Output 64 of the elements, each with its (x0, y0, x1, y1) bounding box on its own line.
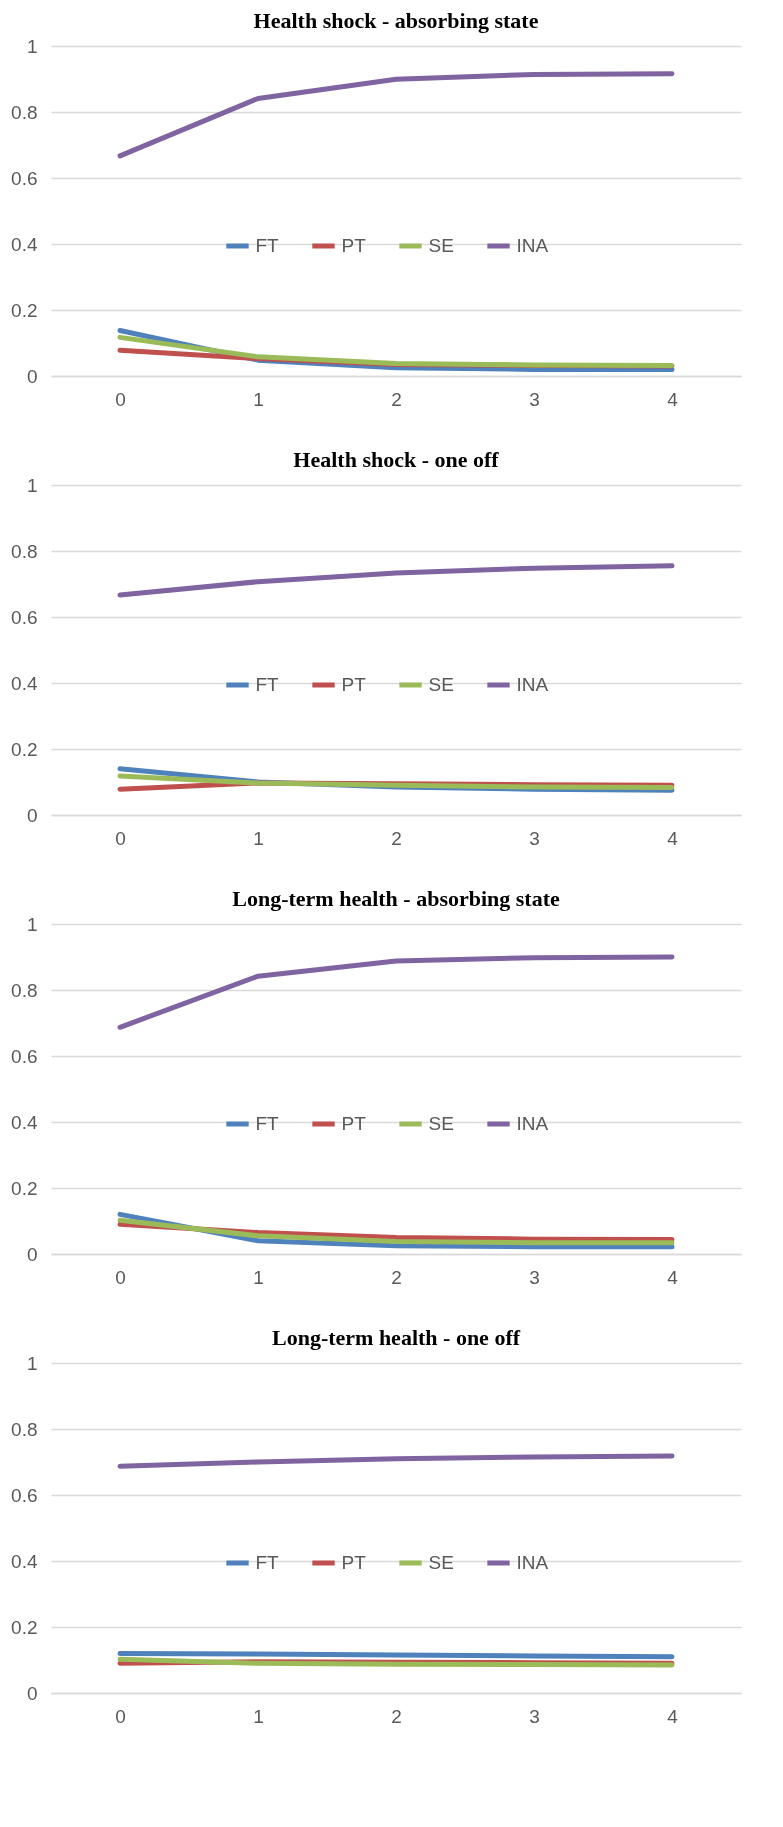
y-tick-label: 0.4 (11, 1111, 38, 1133)
x-tick-label: 2 (391, 1705, 402, 1727)
legend-label: PT (341, 235, 367, 256)
y-tick-label: 1 (26, 913, 38, 935)
x-tick-label: 1 (253, 827, 264, 849)
x-tick-label: 2 (391, 1266, 402, 1288)
y-tick-label: 0.4 (11, 672, 38, 694)
x-tick-label: 3 (529, 388, 540, 410)
legend-label: SE (428, 235, 454, 256)
y-tick-label: 0 (26, 804, 38, 826)
x-tick-label: 4 (667, 388, 679, 410)
x-tick-label: 4 (667, 827, 679, 849)
legend-label: SE (428, 1552, 454, 1573)
y-tick-label: 1 (26, 35, 38, 57)
y-tick-label: 0.6 (11, 606, 38, 628)
y-tick-label: 0 (26, 1682, 38, 1704)
legend-label: PT (341, 674, 367, 695)
x-tick-label: 3 (529, 1705, 540, 1727)
legend-label: FT (255, 674, 280, 695)
x-tick-label: 2 (391, 827, 402, 849)
y-tick-label: 0.4 (11, 1550, 38, 1572)
y-tick-label: 0.6 (11, 167, 38, 189)
legend-label: FT (255, 235, 280, 256)
chart-title: Long-term health - absorbing state (232, 886, 560, 911)
legend-label: INA (516, 1552, 549, 1573)
x-tick-label: 1 (253, 1705, 264, 1727)
x-tick-label: 2 (391, 388, 402, 410)
y-tick-label: 0.8 (11, 979, 38, 1001)
y-tick-label: 0.2 (11, 1177, 38, 1199)
chart-title: Long-term health - one off (271, 1325, 521, 1350)
y-tick-label: 0.8 (11, 540, 38, 562)
y-tick-label: 1 (26, 1352, 38, 1374)
x-tick-label: 0 (115, 388, 126, 410)
chart-title: Health shock - one off (293, 447, 500, 472)
y-tick-label: 0.6 (11, 1045, 38, 1067)
x-tick-label: 0 (115, 1705, 126, 1727)
legend-label: SE (428, 1113, 454, 1134)
x-tick-label: 4 (667, 1266, 679, 1288)
y-tick-label: 0.6 (11, 1484, 38, 1506)
legend-label: INA (516, 235, 549, 256)
chart-title: Health shock - absorbing state (253, 8, 539, 33)
legend-label: PT (341, 1113, 367, 1134)
x-tick-label: 3 (529, 1266, 540, 1288)
x-tick-label: 4 (667, 1705, 679, 1727)
legend-label: PT (341, 1552, 367, 1573)
y-tick-label: 0.4 (11, 233, 38, 255)
x-tick-label: 1 (253, 388, 264, 410)
legend-label: FT (255, 1113, 280, 1134)
y-tick-label: 0.2 (11, 738, 38, 760)
legend-label: SE (428, 674, 454, 695)
x-tick-label: 3 (529, 827, 540, 849)
y-tick-label: 0.2 (11, 1616, 38, 1638)
x-tick-label: 0 (115, 1266, 126, 1288)
legend-label: INA (516, 1113, 549, 1134)
y-tick-label: 0.8 (11, 1418, 38, 1440)
x-tick-label: 0 (115, 827, 126, 849)
legend-label: INA (516, 674, 549, 695)
x-tick-label: 1 (253, 1266, 264, 1288)
y-tick-label: 0.8 (11, 101, 38, 123)
y-tick-label: 0.2 (11, 299, 38, 321)
y-tick-label: 0 (26, 365, 38, 387)
y-tick-label: 0 (26, 1243, 38, 1265)
legend-label: FT (255, 1552, 280, 1573)
y-tick-label: 1 (26, 474, 38, 496)
